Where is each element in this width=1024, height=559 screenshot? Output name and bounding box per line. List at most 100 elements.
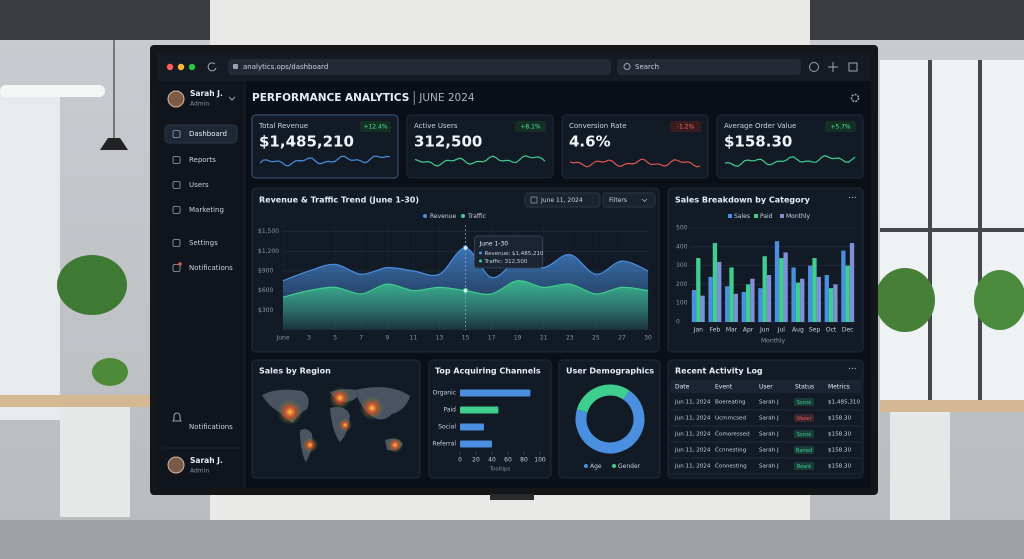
bar	[745, 284, 751, 322]
window-minimize[interactable]	[177, 63, 185, 71]
filters-caret	[641, 198, 648, 203]
window-maximize[interactable]	[188, 63, 196, 71]
floor	[0, 520, 1024, 559]
legend-swatch	[612, 464, 616, 468]
page-title: PERFORMANCE ANALYTICS	[252, 92, 409, 104]
kpi-label: Total Revenue	[258, 122, 308, 130]
footer-notifications[interactable]: Notifications	[189, 423, 233, 431]
tabs-icon[interactable]	[848, 62, 858, 72]
nav-item[interactable]: Settings	[189, 239, 218, 247]
nav-item[interactable]: Marketing	[189, 206, 224, 214]
url-bar[interactable]	[228, 59, 611, 75]
card-menu[interactable]: ···	[848, 194, 857, 204]
y-tick-label: $300	[258, 307, 273, 314]
table-cell: Sarah J	[759, 432, 779, 438]
table-cell: Boereating	[715, 400, 746, 406]
kpi-value: 4.6%	[569, 133, 611, 151]
x-tick-label: Feb	[710, 327, 721, 334]
user-menu-caret[interactable]	[228, 96, 236, 101]
table-cell: Jun 11, 2024	[674, 448, 711, 454]
search-icon	[623, 63, 631, 70]
reload-icon[interactable]	[207, 62, 217, 72]
y-tick-label: $600	[258, 287, 273, 294]
tooltip-line: Revenue: $1,485,210	[485, 251, 545, 257]
settings-icon[interactable]	[850, 93, 860, 103]
card-title: Top Acquiring Channels	[435, 367, 541, 376]
status-badge	[794, 462, 814, 470]
card-title: Sales by Region	[259, 367, 331, 376]
table-cell: Jun 11, 2024	[674, 416, 711, 422]
table-cell: Ucmmcsed	[715, 416, 746, 422]
x-axis-label: Tooltips	[489, 467, 511, 473]
bar	[708, 276, 713, 322]
search-box[interactable]	[617, 59, 801, 75]
legend-label: Traffic	[467, 213, 486, 220]
bar	[691, 290, 697, 322]
x-tick-label: Oct	[826, 327, 837, 334]
kpi-value: $1,485,210	[259, 133, 354, 151]
window-close[interactable]	[166, 63, 174, 71]
y-tick-label: $1,500	[258, 228, 279, 235]
page-period: JUNE 2024	[418, 92, 475, 104]
kpi-label: Conversion Rate	[569, 122, 627, 130]
info-icon[interactable]	[809, 62, 819, 72]
x-tick-label: 27	[618, 335, 626, 342]
bar	[828, 288, 834, 322]
column-header: Metrics	[828, 384, 850, 391]
y-tick-label: 100	[676, 300, 688, 307]
nav-icon	[172, 156, 181, 164]
card-menu[interactable]: ···	[848, 365, 857, 375]
table-cell: Sarah J	[759, 400, 779, 406]
nav-item[interactable]: Reports	[189, 156, 216, 164]
x-tick-label: 23	[566, 335, 574, 342]
filters-button[interactable]	[602, 192, 656, 208]
status-badge	[794, 430, 814, 438]
new-tab-icon[interactable]	[828, 62, 838, 72]
nav-item[interactable]: Notifications	[189, 264, 233, 272]
x-tick-label: 3	[307, 335, 311, 342]
category-label: Organic	[433, 390, 456, 397]
legend-swatch	[423, 214, 427, 218]
bar	[808, 265, 813, 322]
legend-swatch	[754, 214, 758, 218]
table-cell: Comoressed	[715, 432, 750, 438]
nav-item[interactable]: Dashboard	[189, 130, 227, 138]
x-tick-label: 11	[410, 335, 418, 342]
category-label: Social	[438, 424, 456, 431]
table-cell: $1,485,310	[828, 400, 860, 406]
x-tick-label: 100	[534, 457, 546, 464]
nav-item[interactable]: Users	[189, 181, 209, 189]
tooltip-swatch	[479, 251, 482, 255]
x-tick-label: Mar	[726, 327, 738, 334]
nav-icon	[172, 206, 181, 214]
kpi-sparkline	[259, 155, 391, 167]
bar	[779, 258, 784, 322]
bar	[733, 293, 738, 322]
x-tick-label: Jul	[777, 327, 786, 334]
x-tick-label: 30	[644, 335, 652, 342]
x-tick-label: Sep	[809, 327, 821, 334]
bar	[812, 258, 817, 322]
lamp	[0, 85, 105, 97]
kpi-value: $158.30	[724, 133, 792, 151]
table-cell: $158.30	[828, 448, 852, 454]
x-tick-label: 60	[504, 457, 512, 464]
nav-icon	[172, 181, 181, 189]
bar	[849, 243, 855, 322]
tooltip-title: June 1-30	[479, 241, 509, 248]
bar	[712, 243, 718, 322]
avatar	[167, 456, 185, 474]
date-picker[interactable]	[524, 192, 601, 208]
bar	[696, 258, 701, 322]
nav-icon	[172, 239, 181, 247]
y-tick-label: 400	[676, 243, 688, 250]
nav-icon	[172, 130, 181, 138]
url: analytics.ops/dashboard	[243, 63, 328, 71]
kpi-sparkline	[414, 155, 546, 167]
bar	[800, 278, 805, 322]
table-header	[670, 380, 861, 393]
bar	[460, 440, 492, 448]
category-label: Referral	[432, 441, 456, 448]
y-tick-label: $1,200	[258, 248, 279, 255]
y-tick-label: $900	[258, 267, 273, 274]
